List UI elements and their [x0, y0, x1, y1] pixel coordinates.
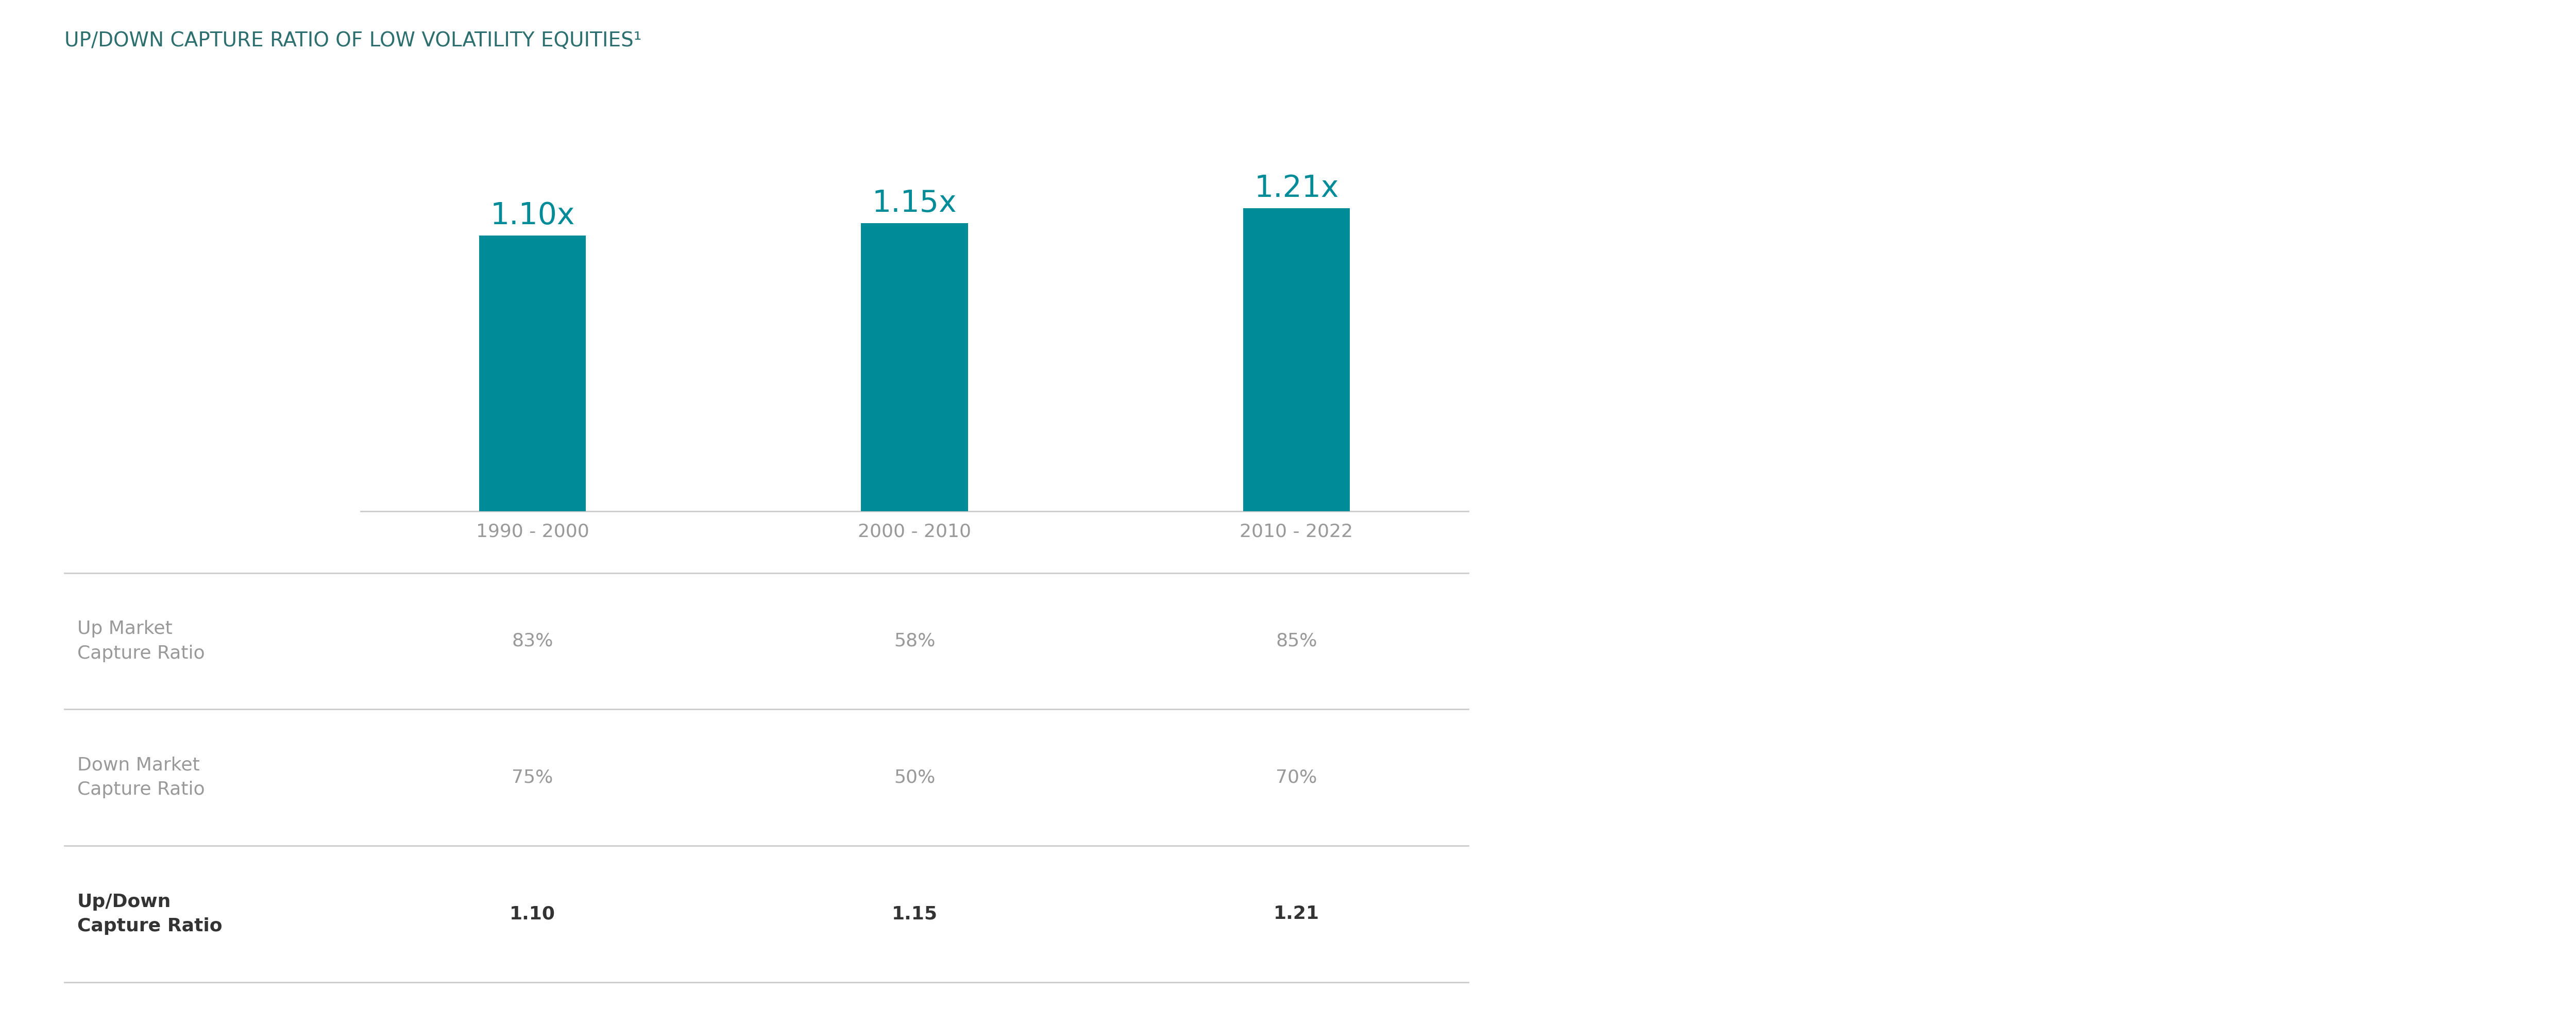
Text: 1.21: 1.21: [1273, 905, 1319, 923]
Text: 1.21x: 1.21x: [1255, 174, 1340, 203]
Text: UP/DOWN CAPTURE RATIO OF LOW VOLATILITY EQUITIES¹: UP/DOWN CAPTURE RATIO OF LOW VOLATILITY …: [64, 31, 641, 50]
Text: 1.10: 1.10: [510, 905, 556, 923]
Text: 1.10x: 1.10x: [489, 202, 574, 230]
Text: 85%: 85%: [1275, 632, 1316, 650]
Bar: [479, 235, 585, 512]
Text: 75%: 75%: [513, 768, 554, 787]
Text: 70%: 70%: [1275, 768, 1316, 787]
Text: 58%: 58%: [894, 632, 935, 650]
Text: 83%: 83%: [513, 632, 554, 650]
Text: 1.15: 1.15: [891, 905, 938, 923]
Text: Up/Down
Capture Ratio: Up/Down Capture Ratio: [77, 893, 222, 935]
Text: 1.15x: 1.15x: [873, 188, 956, 218]
Bar: [860, 223, 969, 512]
Text: Up Market
Capture Ratio: Up Market Capture Ratio: [77, 620, 206, 662]
Text: Down Market
Capture Ratio: Down Market Capture Ratio: [77, 756, 206, 799]
Text: 50%: 50%: [894, 768, 935, 787]
Bar: [1244, 208, 1350, 512]
